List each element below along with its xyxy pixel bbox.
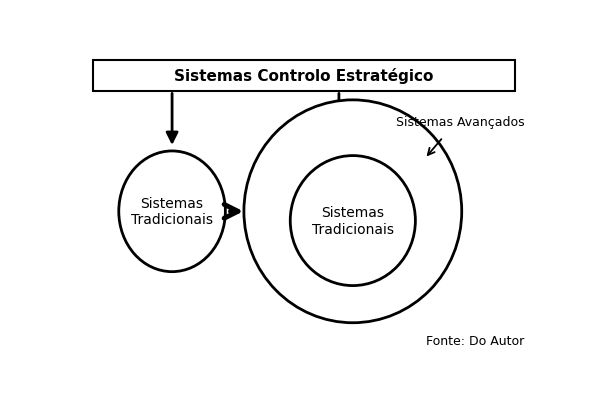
Text: Sistemas Avançados: Sistemas Avançados [396,115,524,128]
Text: Sistemas Controlo Estratégico: Sistemas Controlo Estratégico [175,68,434,84]
FancyBboxPatch shape [93,61,515,91]
Text: Sistemas
Tradicionais: Sistemas Tradicionais [312,206,394,236]
Ellipse shape [119,152,225,272]
Ellipse shape [244,101,462,323]
Text: Fonte: Do Autor: Fonte: Do Autor [426,335,524,348]
Text: Sistemas
Tradicionais: Sistemas Tradicionais [131,197,213,227]
Ellipse shape [290,156,416,286]
